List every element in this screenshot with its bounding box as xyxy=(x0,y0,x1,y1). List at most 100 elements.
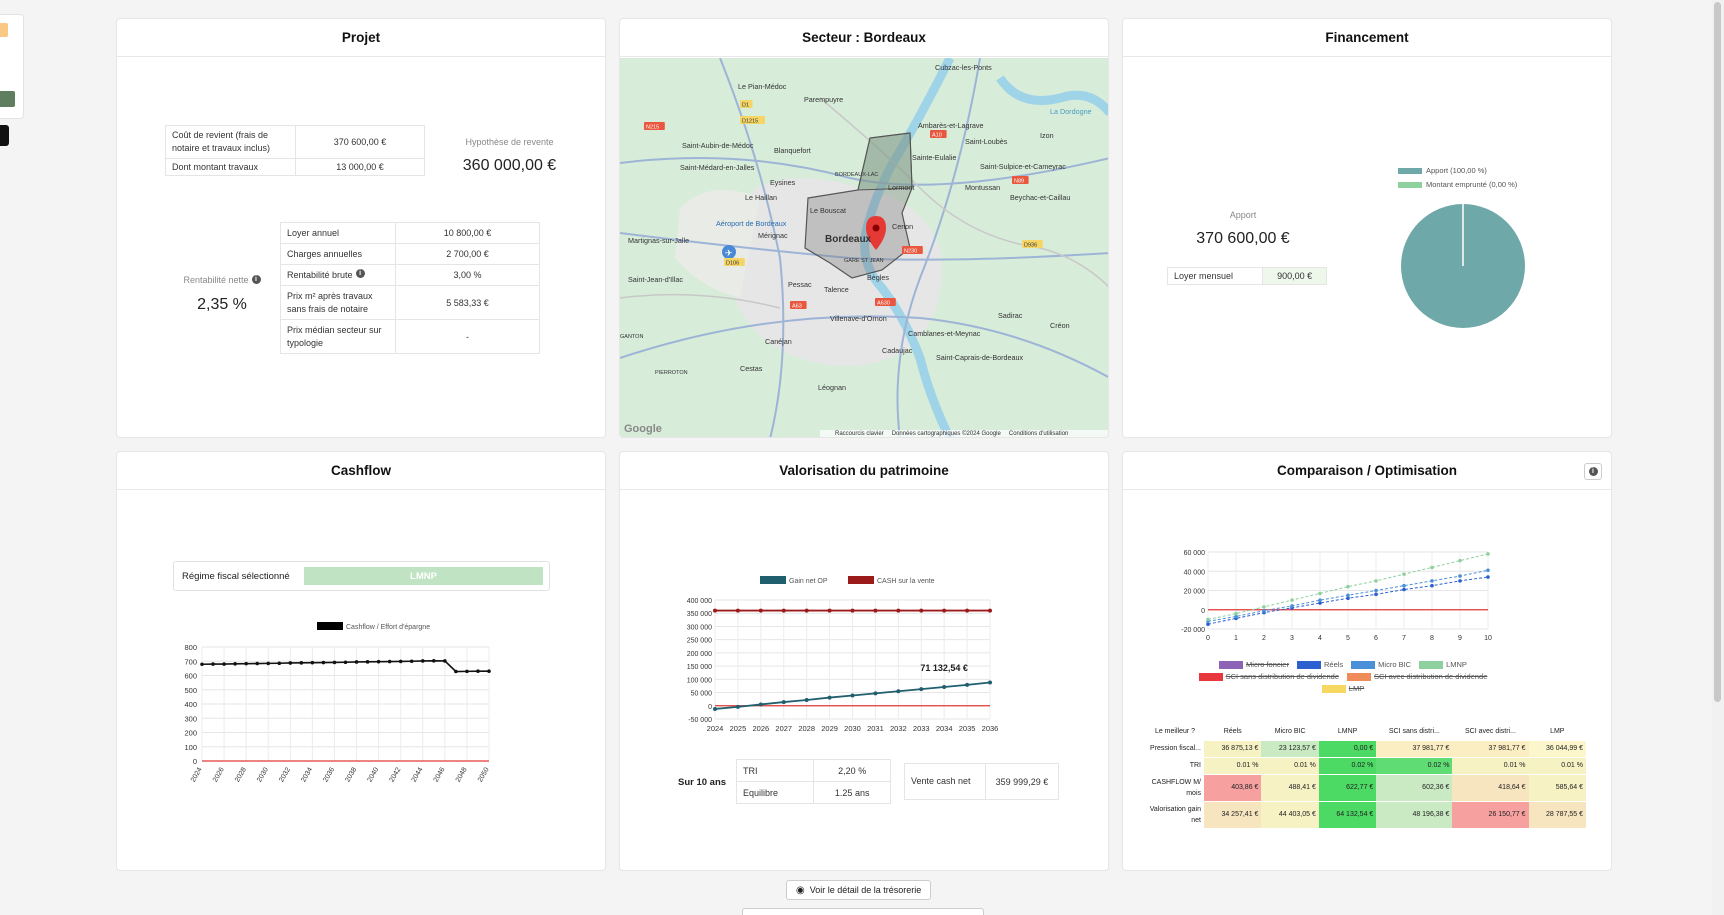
valorisation-point[interactable] xyxy=(965,608,970,613)
financement-legend-item[interactable]: Montant emprunté (0,00 %) xyxy=(1398,180,1517,189)
info-icon[interactable]: i xyxy=(251,275,261,284)
valorisation-point[interactable] xyxy=(919,608,924,613)
valorisation-point[interactable] xyxy=(781,700,786,705)
cashflow-point[interactable] xyxy=(409,659,414,664)
info-icon[interactable]: i xyxy=(355,268,365,278)
cashflow-point[interactable] xyxy=(476,669,480,674)
cashflow-point[interactable] xyxy=(266,661,271,666)
map-footer-link[interactable]: Raccourcis clavier xyxy=(835,431,884,437)
cashflow-point[interactable] xyxy=(332,660,337,665)
comparaison-legend-item[interactable]: SCI sans distribution de dividende xyxy=(1198,672,1339,681)
comparaison-point[interactable] xyxy=(1290,604,1294,608)
valorisation-point[interactable] xyxy=(827,608,832,613)
valorisation-point[interactable] xyxy=(919,687,924,692)
comparaison-point[interactable] xyxy=(1318,601,1322,605)
comparaison-point[interactable] xyxy=(1430,565,1434,570)
partial-button[interactable] xyxy=(742,908,984,915)
valorisation-point[interactable] xyxy=(965,682,970,687)
cashflow-point[interactable] xyxy=(310,660,315,665)
map-footer-link[interactable]: Conditions d'utilisation xyxy=(1008,431,1069,437)
cashflow-point[interactable] xyxy=(398,659,403,664)
comparaison-point[interactable] xyxy=(1402,587,1406,592)
comparaison-point[interactable] xyxy=(1374,592,1378,597)
comparaison-point[interactable] xyxy=(1374,579,1378,583)
financement-legend-item[interactable]: Apport (100,00 %) xyxy=(1398,166,1517,175)
cashflow-point[interactable] xyxy=(387,659,392,664)
scrollbar-thumb[interactable] xyxy=(1714,2,1721,702)
valorisation-point[interactable] xyxy=(988,608,992,613)
comparaison-point[interactable] xyxy=(1206,622,1210,626)
comparaison-point[interactable] xyxy=(1458,579,1462,583)
comparaison-point[interactable] xyxy=(1234,611,1238,616)
map-canvas[interactable]: ✈ Cubzac-les-Ponts Le Pian-Médoc Parempuyr… xyxy=(620,55,1109,438)
comparaison-point[interactable] xyxy=(1458,558,1462,563)
cashflow-point[interactable] xyxy=(321,660,326,665)
cashflow-point[interactable] xyxy=(244,661,248,666)
comparaison-point[interactable] xyxy=(1234,614,1238,619)
comparaison-point[interactable] xyxy=(1318,591,1322,596)
cashflow-point[interactable] xyxy=(365,660,370,664)
comparaison-legend-item[interactable]: LMP xyxy=(1321,684,1364,693)
comparaison-point[interactable] xyxy=(1486,575,1490,579)
valorisation-point[interactable] xyxy=(850,608,855,613)
valorisation-point[interactable] xyxy=(827,695,832,700)
cashflow-point[interactable] xyxy=(376,659,381,664)
regime-value[interactable]: LMNP xyxy=(304,567,543,585)
valorisation-point[interactable] xyxy=(713,706,717,711)
valorisation-point[interactable] xyxy=(896,689,901,694)
comparaison-legend-item[interactable]: SCI avec distribution de dividende xyxy=(1347,672,1487,681)
cashflow-point[interactable] xyxy=(200,662,204,667)
comparaison-point[interactable] xyxy=(1206,617,1210,622)
valorisation-point[interactable] xyxy=(873,691,878,696)
cashflow-point[interactable] xyxy=(454,669,458,674)
cashflow-point[interactable] xyxy=(211,662,215,666)
side-toggle-icon[interactable] xyxy=(0,125,9,146)
map-footer-link[interactable]: Données cartographiques ©2024 Google xyxy=(891,431,1001,437)
cashflow-point[interactable] xyxy=(233,662,237,666)
cashflow-point[interactable] xyxy=(222,662,226,666)
cashflow-point[interactable] xyxy=(443,659,447,663)
green-marker[interactable] xyxy=(0,91,15,107)
cashflow-point[interactable] xyxy=(465,669,469,674)
valorisation-point[interactable] xyxy=(896,608,901,613)
valorisation-point[interactable] xyxy=(804,697,809,702)
cashflow-point[interactable] xyxy=(420,659,425,663)
valorisation-point[interactable] xyxy=(735,704,740,709)
comparaison-legend-item[interactable]: LMNP xyxy=(1419,660,1467,669)
comparaison-point[interactable] xyxy=(1402,572,1406,576)
valorisation-point[interactable] xyxy=(942,684,947,689)
comparaison-point[interactable] xyxy=(1318,598,1322,602)
valorisation-point[interactable] xyxy=(758,702,763,707)
comparaison-point[interactable] xyxy=(1430,583,1434,588)
valorisation-point[interactable] xyxy=(988,680,992,685)
valorisation-point[interactable] xyxy=(735,608,740,613)
comparaison-point[interactable] xyxy=(1262,608,1266,613)
comparaison-point[interactable] xyxy=(1374,588,1378,593)
valorisation-point[interactable] xyxy=(758,608,763,613)
tresorerie-button[interactable]: ◉ Voir le détail de la trésorerie xyxy=(786,880,932,900)
comparaison-point[interactable] xyxy=(1486,568,1490,573)
comparaison-point[interactable] xyxy=(1346,593,1350,598)
cashflow-point[interactable] xyxy=(277,661,282,666)
cashflow-point[interactable] xyxy=(255,661,259,666)
cashflow-point[interactable] xyxy=(432,659,436,663)
map[interactable]: ✈ Cubzac-les-Ponts Le Pian-Médoc Parempuyr… xyxy=(620,55,1109,438)
comparaison-point[interactable] xyxy=(1458,574,1462,578)
valorisation-point[interactable] xyxy=(850,693,855,698)
info-button[interactable]: i xyxy=(1584,463,1602,480)
comparaison-point[interactable] xyxy=(1346,584,1350,589)
cashflow-point[interactable] xyxy=(354,660,359,664)
comparaison-legend-item[interactable]: Réels xyxy=(1296,660,1343,669)
comparaison-legend-item[interactable]: Micro BIC xyxy=(1351,660,1411,669)
cashflow-point[interactable] xyxy=(288,661,293,665)
comparaison-point[interactable] xyxy=(1486,552,1490,556)
valorisation-point[interactable] xyxy=(942,608,947,613)
valorisation-point[interactable] xyxy=(804,608,809,613)
cashflow-point[interactable] xyxy=(299,661,304,665)
valorisation-point[interactable] xyxy=(873,608,878,613)
comparaison-point[interactable] xyxy=(1346,596,1350,600)
comparaison-legend-item[interactable]: Micro foncier xyxy=(1219,660,1289,669)
comparaison-point[interactable] xyxy=(1262,605,1266,609)
valorisation-point[interactable] xyxy=(781,608,786,613)
comparaison-point[interactable] xyxy=(1430,579,1434,583)
